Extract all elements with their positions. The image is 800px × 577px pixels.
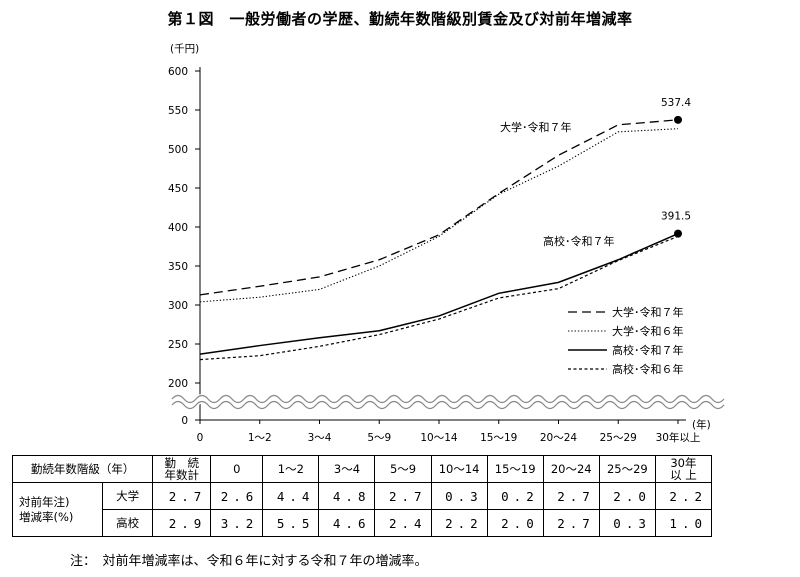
table-header-col: 0: [210, 455, 264, 483]
y-tick-label: 200: [168, 378, 188, 390]
table-cell: 2.0: [486, 509, 544, 537]
axis-break-wave: [171, 394, 725, 404]
x-tick-label: 10～14: [420, 432, 458, 444]
table-header-col: 20～24: [542, 455, 600, 483]
legend-label: 大学･令和７年: [612, 305, 684, 319]
y-tick-label: 350: [168, 261, 188, 273]
table-header-col: 1～2: [262, 455, 320, 483]
growth-rate-table: 勤続年数階級（年） 勤 続年数計 0 1～2 3～4 5～9 10～14 15～…: [11, 455, 713, 537]
x-tick-label: 0: [197, 432, 204, 444]
table-cell: 4.8: [318, 482, 376, 510]
series-line-1: [199, 128, 679, 303]
table-cell: 2.9: [152, 509, 212, 537]
y-tick-label: 500: [168, 144, 188, 156]
axis-break-mask: [168, 394, 728, 410]
series-line-3: [199, 235, 679, 361]
table-cell: 5.5: [262, 509, 320, 537]
table-row-label: 対前年注) 増減率(%): [11, 482, 104, 537]
series-annotation: 高校･令和７年: [543, 234, 615, 248]
table-cell: 0.3: [430, 482, 488, 510]
table-cell: 2.2: [430, 509, 488, 537]
axis-break-wave: [171, 400, 725, 410]
table-cell: 4.6: [318, 509, 376, 537]
table-cell: 2.7: [374, 482, 432, 510]
y-tick-label: 400: [168, 222, 188, 234]
y-tick-label: 300: [168, 300, 188, 312]
legend-label: 高校･令和６年: [612, 362, 684, 376]
x-tick-label: 15～19: [480, 432, 517, 444]
end-point-marker: [674, 115, 682, 124]
x-tick-label: 1～2: [248, 432, 272, 444]
table-header-col: 3～4: [318, 455, 376, 483]
chart-axes: 0 200 250 300 350 400 450 500 550 600 (千円) 0 1～2 3～4 5…: [168, 43, 728, 444]
y-tick-label: 550: [168, 105, 188, 117]
series-annotation: 大学･令和７年: [500, 120, 572, 134]
table-cell: 0.3: [598, 509, 656, 537]
table-cell: 3.2: [210, 509, 264, 537]
table-cell: 2.2: [654, 482, 713, 510]
table-header-label: 勤続年数階級（年）: [11, 455, 154, 483]
x-tick-label: 5～9: [367, 432, 391, 444]
table-header-col: 15～19: [486, 455, 544, 483]
x-tick-label: 25～29: [600, 432, 637, 444]
x-tick-label: 20～24: [540, 432, 578, 444]
table-row-univ: 対前年注) 増減率(%) 大学 2.7 2.6 4.4 4.8 2.7 0.3 0…: [11, 482, 713, 537]
x-unit-label: (年): [692, 418, 711, 431]
line-chart: 0 200 250 300 350 400 450 500 550 600 (千円) 0 1～2 3～4 5…: [167, 43, 728, 444]
footnote: 注： 対前年増減率は、令和６年に対する令和７年の増減率。: [70, 554, 428, 569]
y-tick-label: 450: [168, 183, 188, 195]
series-line-0: [199, 119, 679, 296]
table-cell: 1.0: [654, 509, 713, 537]
table-header-total: 勤 続年数計: [152, 455, 212, 483]
data-label: 537.4: [661, 97, 691, 109]
y-unit-label: (千円): [170, 43, 199, 55]
table-header-col: 25～29: [598, 455, 656, 483]
table-subrow-label: 大学: [102, 482, 154, 510]
table-header-col: 10～14: [430, 455, 488, 483]
y-tick-label: 600: [168, 66, 188, 78]
table-cell: 4.4: [262, 482, 320, 510]
table-cell: 2.7: [542, 482, 600, 510]
table-cell: 2.6: [210, 482, 264, 510]
y-tick-label: 0: [181, 415, 188, 427]
legend-label: 高校･令和７年: [612, 343, 684, 357]
legend-label: 大学･令和６年: [612, 324, 684, 338]
end-point-marker: [674, 229, 682, 238]
table-cell: 0.2: [486, 482, 544, 510]
table-subrow-label: 高校: [102, 509, 154, 537]
chart-title: 第１図 一般労働者の学歴、勤続年数階級別賃金及び対前年増減率: [167, 10, 633, 28]
table-cell: 2.7: [542, 509, 600, 537]
table-header-col: 5～9: [374, 455, 432, 483]
table-header-col: 30年以 上: [654, 455, 713, 483]
series-line-2: [199, 232, 679, 355]
table-cell: 2.7: [152, 482, 212, 510]
x-tick-label: 3～4: [308, 432, 332, 444]
table-cell: 2.4: [374, 509, 432, 537]
y-tick-label: 250: [168, 339, 188, 351]
table-header-row: 勤続年数階級（年） 勤 続年数計 0 1～2 3～4 5～9 10～14 15～…: [11, 455, 713, 483]
x-tick-label: 30年以上: [656, 431, 701, 444]
data-label: 391.5: [661, 211, 691, 223]
table-cell: 2.0: [598, 482, 656, 510]
table-row-high: 高校 2.9 3.2 5.5 4.6 2.4 2.2 2.0 2.7 0.3 1…: [13, 509, 713, 537]
